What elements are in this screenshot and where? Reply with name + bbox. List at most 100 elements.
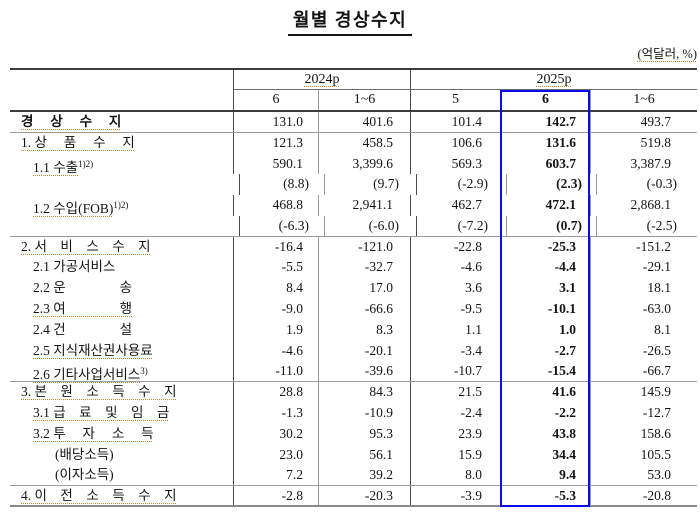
row-label: 2.5 지식재산권사용료 [33,342,153,358]
value-cell: 101.4 [410,112,500,132]
value-cell: 145.9 [590,382,697,403]
table-body: 경 상 수 지 131.0 401.6 101.4 142.7 493.7 1. 상 품 수… [10,112,697,507]
row-label: (이자소득) [55,467,114,483]
value-cell: -3.9 [410,486,500,505]
column-group-2025: 2025p [410,70,697,90]
value-cell: 603.7 [500,153,590,175]
row-label-footnote: 1)2) [113,200,129,211]
value-cell: 472.1 [500,195,590,216]
table-row: 1.2 수입(FOB)1)2) 468.8 2,941.1 462.7 472.1 2,8… [10,195,697,216]
value-cell: 17.0 [318,278,410,300]
value-cell: -10.9 [318,402,410,424]
value-cell: 468.8 [233,195,318,216]
value-cell: 23.9 [410,423,500,445]
column-group-2024-label: 2024p [304,72,340,87]
value-cell: (-6.0) [324,215,416,236]
value-cell: 3.6 [410,278,500,300]
value-cell: 34.4 [500,444,590,466]
value-cell: 8.3 [318,319,410,341]
value-cell: -2.7 [500,340,590,362]
row-label [10,174,233,195]
value-cell: (2.3) [506,174,596,196]
row-label-footnote: 3) [140,366,148,377]
value-cell: -10.1 [500,299,590,320]
row-label: 2.1 가공서비스 [33,259,116,275]
table-row: (-6.3) (-6.0) (-7.2) (0.7) (-2.5) [10,215,697,237]
value-cell: -2.4 [410,402,500,424]
value-cell: -25.3 [500,236,590,258]
value-cell: 131.6 [500,132,590,154]
value-cell: 8.1 [590,319,697,341]
value-cell: -39.6 [318,361,410,382]
value-cell: 56.1 [318,444,410,466]
value-cell: -2.2 [500,402,590,424]
value-cell: (8.8) [239,174,324,196]
row-label: 1.1 수출1)2) [33,158,94,175]
subheader-label-spacer [10,90,233,110]
value-cell: 53.0 [590,465,697,486]
table-row: 2. 서 비 스 수 지 -16.4 -121.0 -22.8 -25.3 -151.2 [10,236,697,258]
table-row: (이자소득) 7.2 39.2 8.0 9.4 53.0 [10,465,697,487]
value-cell: -66.6 [318,299,410,320]
column-group-2024: 2024p [233,70,410,90]
value-cell: -4.6 [410,257,500,279]
value-cell: 1.0 [500,319,590,341]
value-cell: 9.4 [500,465,590,486]
value-cell: -151.2 [590,236,697,258]
row-label: 2.2 운 송 [33,280,133,296]
value-cell: (-7.2) [416,215,506,236]
subheader-cell: 1~6 [318,90,410,110]
value-cell: -11.0 [233,361,318,382]
table-row: 4. 이 전 소 득 수 지 -2.8 -20.3 -3.9 -5.3 -20.8 [10,486,697,507]
unit-label: (억달러, %) [637,47,698,61]
value-cell: 7.2 [233,465,318,486]
value-cell: -16.4 [233,236,318,258]
row-label: 3.1 급 료 및 임 금 [33,404,170,420]
value-cell: -26.5 [590,340,697,362]
table-row: 1.1 수출1)2) 590.1 3,399.6 569.3 603.7 3,387.9 [10,153,697,175]
value-cell: -20.1 [318,340,410,362]
row-label: 2.3 여 행 [33,301,133,317]
table-row: 2.6 기타사업서비스3) -11.0 -39.6 -10.7 -15.4 -66.7 [10,361,697,382]
value-cell: 8.4 [233,278,318,300]
value-cell: 105.5 [590,444,697,466]
value-cell: 493.7 [590,112,697,132]
value-cell: 106.6 [410,132,500,154]
value-cell: 15.9 [410,444,500,466]
row-label [10,216,233,236]
table-subheader-row: 6 1~6 5 6 1~6 [10,90,697,112]
row-label: (배당소득) [55,446,114,462]
value-cell: -15.4 [500,361,590,382]
row-label: 1. 상 품 수 지 [21,134,135,150]
subheader-cell: 1~6 [590,90,697,110]
subheader-cell: 5 [410,90,500,110]
table-row: 3.2 투 자 소 득 30.2 95.3 23.9 43.8 158.6 [10,423,697,445]
row-label: 4. 이 전 소 득 수 지 [21,488,177,504]
subheader-cell: 6 [233,90,318,110]
table-row: 3.1 급 료 및 임 금 -1.3 -10.9 -2.4 -2.2 -12.7 [10,402,697,424]
value-cell: 2,941.1 [318,195,410,216]
row-label: 1.2 수입(FOB)1)2) [33,200,129,217]
value-cell: 142.7 [500,112,590,132]
value-cell: (-2.9) [416,174,506,196]
value-cell: -10.7 [410,361,500,382]
value-cell: 30.2 [233,423,318,445]
value-cell: 462.7 [410,195,500,216]
row-label: 2.6 기타사업서비스3) [33,366,148,383]
value-cell: (-6.3) [239,215,324,236]
value-cell: 3,399.6 [318,153,410,175]
value-cell: (0.7) [506,215,596,236]
value-cell: -5.3 [500,486,590,505]
value-cell: 39.2 [318,465,410,486]
value-cell: 95.3 [318,423,410,445]
table-row: 3. 본 원 소 득 수 지 28.8 84.3 21.5 41.6 145.9 [10,382,697,403]
row-label: 경 상 수 지 [21,114,122,129]
value-cell: -9.0 [233,299,318,320]
value-cell: -63.0 [590,299,697,320]
value-cell: 401.6 [318,112,410,132]
value-cell: -4.4 [500,257,590,279]
value-cell: 121.3 [233,132,318,154]
value-cell: -1.3 [233,402,318,424]
value-cell: 158.6 [590,423,697,445]
value-cell: 23.0 [233,444,318,466]
